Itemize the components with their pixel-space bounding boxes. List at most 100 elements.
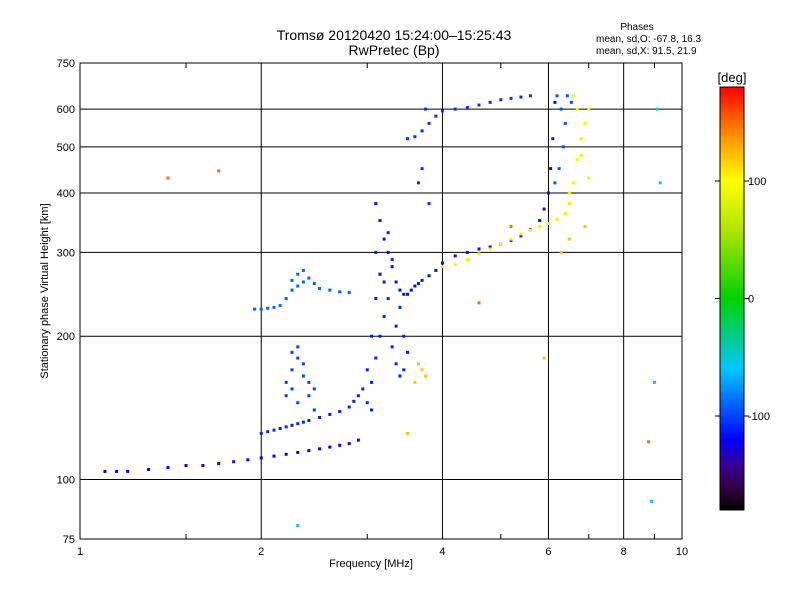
data-point — [201, 464, 205, 468]
y-tick-label: 75 — [63, 534, 75, 546]
data-point — [575, 107, 579, 111]
data-point — [587, 107, 591, 111]
stats-x-line: mean, sd,X: 91.5, 21.9 — [596, 46, 697, 57]
data-point — [296, 272, 300, 276]
data-point — [318, 447, 322, 451]
data-point — [477, 247, 481, 251]
data-point — [278, 304, 282, 308]
data-point — [290, 387, 294, 391]
data-points — [103, 94, 662, 528]
data-point — [551, 137, 555, 141]
data-point — [312, 387, 316, 391]
data-point — [296, 450, 300, 454]
y-tick-label: 500 — [57, 142, 75, 154]
data-point — [658, 181, 662, 185]
data-point — [538, 219, 542, 223]
data-point — [246, 458, 250, 462]
data-point — [301, 374, 305, 378]
data-point — [374, 250, 378, 254]
data-point — [386, 297, 390, 301]
data-point — [417, 362, 421, 366]
data-point — [440, 261, 444, 265]
data-point — [398, 288, 402, 292]
plot-frame — [79, 62, 683, 540]
data-point — [546, 222, 550, 226]
data-point — [528, 228, 532, 232]
data-point — [272, 428, 276, 432]
data-point — [301, 280, 305, 284]
stats-heading: Phases — [620, 22, 653, 33]
y-tick-label: 600 — [57, 104, 75, 116]
data-point — [184, 464, 188, 468]
data-point — [347, 442, 351, 446]
data-point — [307, 449, 311, 453]
data-point — [347, 291, 351, 295]
data-point — [440, 265, 444, 269]
data-point — [290, 288, 294, 292]
data-point — [453, 254, 457, 258]
data-point — [307, 419, 311, 423]
data-point — [402, 334, 406, 338]
data-point — [563, 121, 567, 125]
data-point — [318, 415, 322, 419]
data-point — [374, 202, 378, 206]
data-point — [509, 237, 513, 241]
data-point — [538, 225, 542, 229]
data-point — [272, 305, 276, 309]
data-point — [398, 305, 402, 309]
data-point — [563, 212, 567, 216]
data-point — [284, 452, 288, 456]
data-point — [499, 98, 503, 102]
data-point — [587, 176, 591, 180]
data-point — [519, 232, 523, 236]
data-point — [382, 315, 386, 319]
y-tick-label: 100 — [57, 475, 75, 487]
data-point — [499, 242, 503, 246]
data-point — [312, 282, 316, 286]
data-point — [378, 219, 382, 223]
data-point — [420, 129, 424, 133]
data-point — [352, 399, 356, 403]
data-point — [296, 284, 300, 288]
data-point — [147, 467, 151, 471]
data-point — [290, 278, 294, 282]
data-point — [424, 107, 428, 111]
data-point — [561, 145, 565, 149]
data-point — [413, 135, 417, 139]
data-point — [374, 356, 378, 360]
data-point — [301, 268, 305, 272]
data-point — [488, 245, 492, 249]
data-point — [103, 469, 107, 473]
data-point — [571, 181, 575, 185]
data-point — [328, 445, 332, 449]
data-point — [338, 443, 342, 447]
data-point — [465, 250, 469, 254]
data-point — [115, 469, 119, 473]
data-point — [390, 345, 394, 349]
data-point — [296, 524, 300, 528]
chart-subtitle: RwPretec (Bp) — [348, 42, 439, 58]
data-point — [394, 324, 398, 328]
data-point — [370, 408, 374, 412]
data-point — [583, 225, 587, 229]
data-point — [356, 394, 360, 398]
data-point — [553, 181, 557, 185]
data-point — [361, 387, 365, 391]
data-point — [488, 247, 492, 251]
data-point — [307, 380, 311, 384]
colorbar-label: [deg] — [718, 70, 747, 85]
data-point — [296, 422, 300, 426]
data-point — [559, 250, 563, 254]
data-point — [465, 105, 469, 109]
data-point — [278, 426, 282, 430]
data-point — [575, 158, 579, 162]
data-point — [328, 288, 332, 292]
y-tick-label: 300 — [57, 247, 75, 259]
data-point — [567, 191, 571, 195]
data-point — [434, 114, 438, 118]
data-point — [166, 176, 170, 180]
x-tick-label: 1 — [77, 546, 83, 558]
data-point — [542, 356, 546, 360]
data-point — [217, 169, 221, 173]
data-point — [356, 438, 360, 442]
